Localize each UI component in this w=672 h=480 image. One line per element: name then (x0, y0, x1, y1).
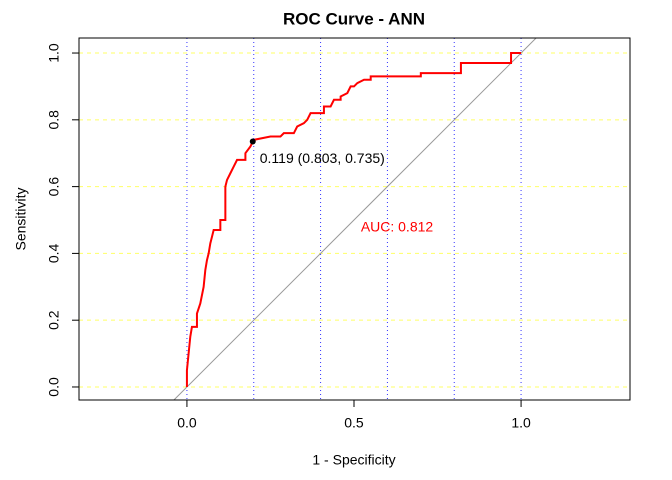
y-tick-label: 0.2 (46, 310, 62, 330)
y-axis-label: Sensitivity (13, 187, 29, 250)
x-tick-label: 1.0 (511, 415, 531, 431)
threshold-point (249, 138, 256, 145)
y-tick-label: 1.0 (46, 43, 62, 63)
x-tick-label: 0.5 (344, 415, 364, 431)
diagonal (173, 37, 537, 401)
y-tick-label: 0.6 (46, 177, 62, 197)
auc-label: AUC: 0.812 (361, 219, 434, 235)
y-tick-label: 0.8 (46, 110, 62, 130)
x-axis-label: 1 - Specificity (312, 452, 395, 468)
x-tick-label: 0.0 (177, 415, 197, 431)
threshold-label: 0.119 (0.803, 0.735) (260, 150, 385, 166)
y-tick-label: 0.4 (46, 243, 62, 263)
chart-title: ROC Curve - ANN (283, 9, 425, 28)
y-tick-label: 0.0 (46, 377, 62, 397)
